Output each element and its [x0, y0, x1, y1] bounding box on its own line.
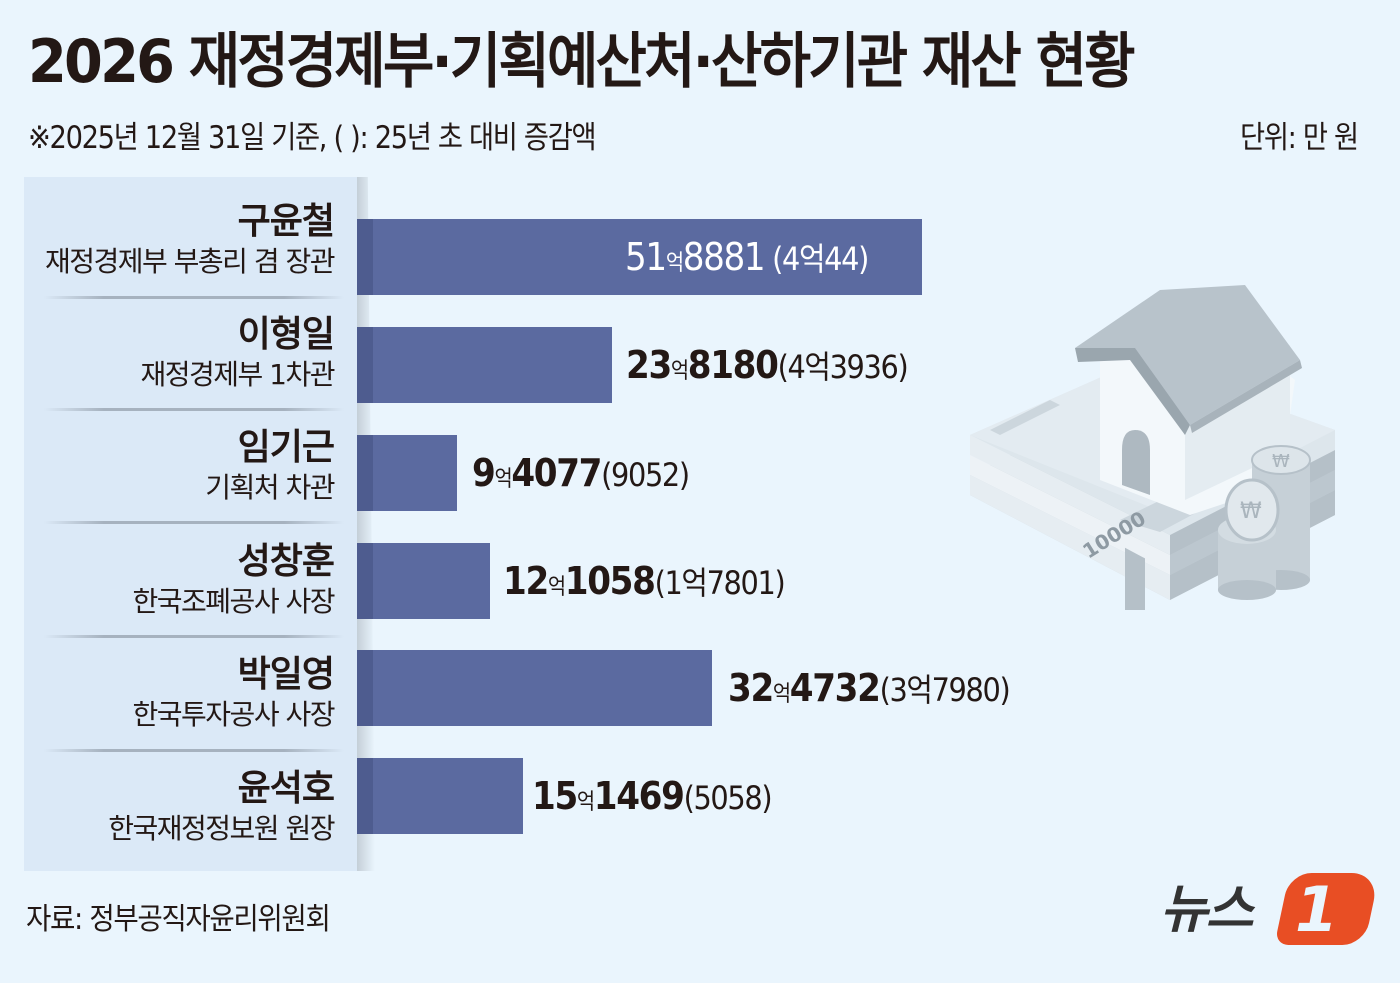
value-label-3: 9억4077(9052) [472, 451, 690, 495]
news1-logo: 뉴스 1 [1160, 873, 1380, 953]
row-label: 구윤철 재정경제부 부총리 겸 장관 [24, 200, 336, 280]
bar-6 [357, 758, 523, 834]
bar-4 [357, 543, 490, 619]
unit-label: 단위: 만 원 [1240, 120, 1359, 156]
logo-number: 1 [1295, 873, 1339, 946]
svg-text:₩: ₩ [1240, 499, 1262, 524]
person-role: 한국투자공사 사장 [132, 698, 336, 731]
row-label: 임기근 기획처 차관 [24, 426, 335, 506]
person-role: 재정경제부 1차관 [140, 358, 335, 391]
value-label-5: 32억4732(3억7980) [728, 666, 1011, 710]
value-label-1: 51억8881 (4억44) [625, 235, 869, 279]
person-name: 구윤철 [237, 201, 335, 242]
bar-1 [357, 219, 922, 295]
value-label-4: 12억1058(1억7801) [503, 559, 786, 603]
row-label: 윤석호 한국재정정보원 원장 [24, 767, 335, 847]
source-note: 자료: 정부공직자윤리위원회 [26, 902, 331, 937]
house-icon [1075, 285, 1302, 515]
coin-stack-icon: ₩ ₩ [1218, 445, 1311, 600]
svg-text:₩: ₩ [1272, 451, 1290, 472]
person-role: 기획처 차관 [205, 471, 335, 504]
value-label-6: 15억1469(5058) [532, 774, 773, 818]
row-divider [44, 521, 344, 524]
logo-wordmark: 뉴스 [1160, 880, 1254, 940]
person-role: 재정경제부 부총리 겸 장관 [44, 245, 336, 278]
person-role: 한국재정정보원 원장 [108, 812, 335, 845]
bar-3 [357, 435, 457, 511]
row-label: 박일영 한국투자공사 사장 [24, 653, 336, 733]
row-divider [44, 749, 344, 752]
chart-title: 2026 재정경제부·기획예산처·산하기관 재산 현황 [28, 27, 1135, 97]
value-label-2: 23억8180(4억3936) [626, 343, 909, 387]
row-divider [44, 296, 344, 299]
row-label: 성창훈 한국조폐공사 사장 [24, 540, 336, 620]
person-role: 한국조폐공사 사장 [132, 585, 336, 618]
house-money-illustration: 10000 ₩ ₩ [970, 285, 1335, 610]
row-label: 이형일 재정경제부 1차관 [24, 313, 335, 393]
person-name: 성창훈 [237, 541, 335, 582]
person-name: 박일영 [237, 654, 335, 695]
row-divider [44, 408, 344, 411]
person-name: 임기근 [237, 427, 335, 468]
person-name: 윤석호 [237, 768, 335, 809]
bar-5 [357, 650, 712, 726]
chart-subtitle: ※2025년 12월 31일 기준, ( ): 25년 초 대비 증감액 [28, 120, 597, 156]
label-panel [24, 177, 357, 871]
person-name: 이형일 [237, 314, 335, 355]
bar-2 [357, 327, 612, 403]
row-divider [44, 635, 344, 638]
